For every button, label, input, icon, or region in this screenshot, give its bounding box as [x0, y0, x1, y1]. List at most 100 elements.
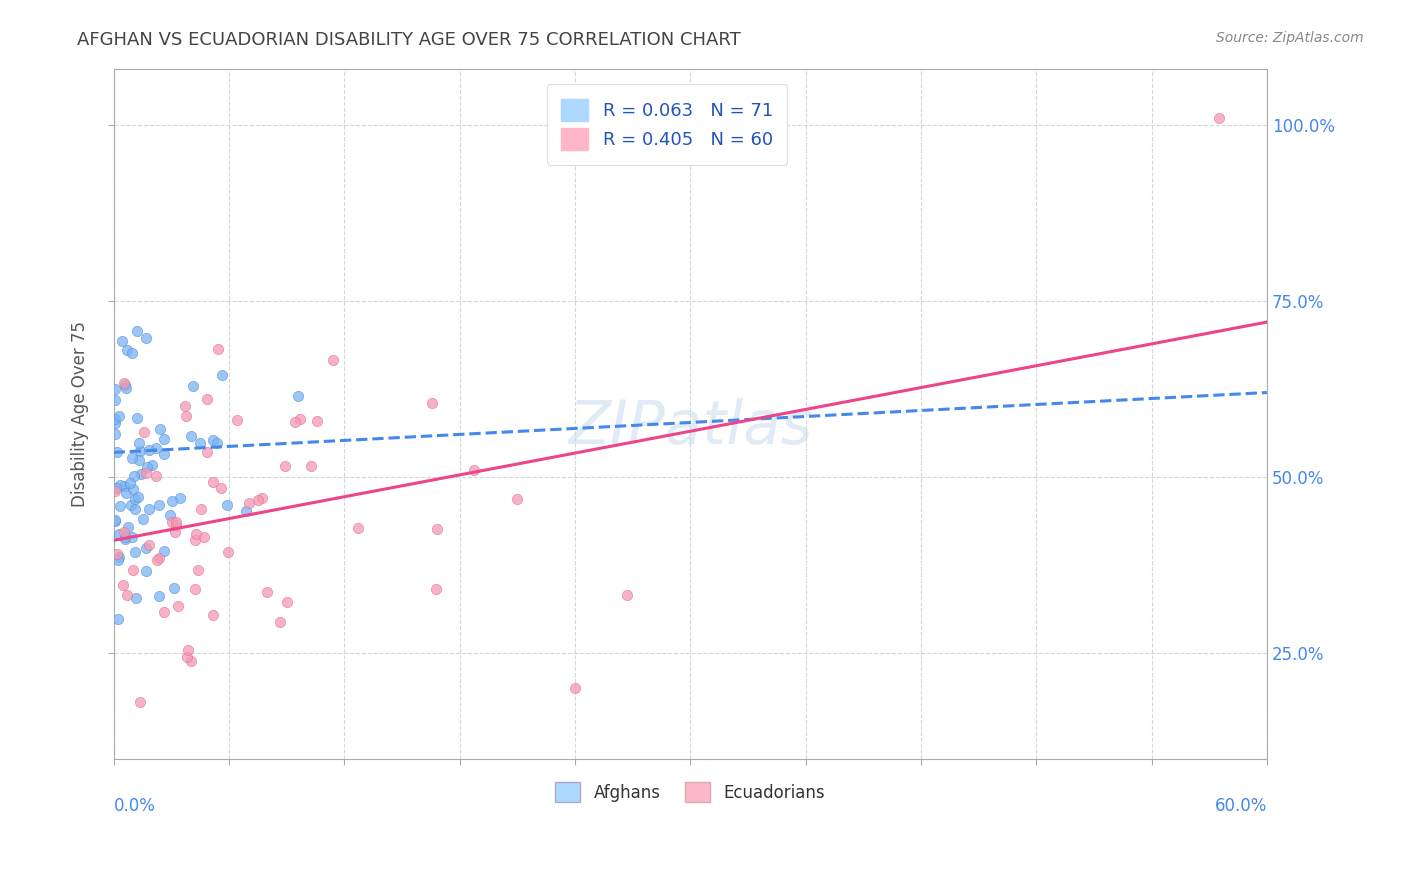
Point: [124, 468, 146, 483]
Point: [138, 502, 160, 516]
Point: [180, 428, 202, 442]
Point: [104, 416, 127, 430]
Point: [148, 499, 170, 513]
Point: [252, 491, 274, 505]
Point: [114, 377, 136, 392]
Y-axis label: Disability Age Over 75: Disability Age Over 75: [72, 320, 89, 507]
Point: [276, 595, 298, 609]
Point: [187, 563, 209, 577]
Point: [202, 607, 225, 622]
Point: [128, 436, 150, 450]
Point: [1208, 111, 1230, 125]
Point: [176, 649, 198, 664]
Point: [420, 396, 443, 410]
Point: [425, 582, 447, 596]
Legend: Afghans, Ecuadorians: Afghans, Ecuadorians: [548, 775, 832, 809]
Point: [125, 324, 148, 338]
Point: [124, 545, 146, 559]
Point: [115, 588, 138, 602]
Point: [121, 345, 143, 359]
Point: [163, 581, 186, 595]
Point: [127, 491, 149, 505]
Point: [132, 512, 155, 526]
Point: [121, 530, 143, 544]
Point: [186, 527, 208, 541]
Point: [290, 412, 312, 426]
Point: [217, 499, 239, 513]
Point: [104, 392, 127, 407]
Point: [149, 422, 172, 436]
Point: [104, 514, 127, 528]
Point: [426, 522, 449, 536]
Point: [202, 434, 225, 448]
Point: [190, 502, 212, 516]
Point: [104, 382, 127, 396]
Point: [165, 518, 187, 533]
Point: [564, 681, 586, 696]
Point: [195, 392, 218, 407]
Point: [121, 482, 143, 496]
Point: [226, 413, 249, 427]
Point: [117, 520, 139, 534]
Point: [141, 458, 163, 473]
Point: [284, 415, 307, 429]
Point: [463, 463, 485, 477]
Point: [107, 612, 129, 626]
Point: [616, 588, 638, 602]
Point: [129, 695, 152, 709]
Point: [117, 343, 139, 357]
Point: [153, 605, 176, 619]
Point: [207, 436, 229, 450]
Point: [183, 582, 205, 597]
Point: [104, 513, 127, 527]
Point: [115, 381, 138, 395]
Point: [169, 491, 191, 506]
Point: [163, 525, 186, 540]
Point: [118, 476, 141, 491]
Point: [124, 502, 146, 516]
Point: [125, 410, 148, 425]
Point: [104, 412, 127, 426]
Point: [160, 516, 183, 530]
Point: [135, 331, 157, 345]
Point: [146, 553, 169, 567]
Point: [273, 458, 295, 473]
Point: [183, 378, 205, 392]
Point: [105, 444, 128, 458]
Point: [124, 591, 146, 606]
Point: [506, 492, 529, 507]
Point: [129, 443, 152, 458]
Point: [299, 458, 322, 473]
Point: [121, 564, 143, 578]
Point: [307, 414, 329, 428]
Point: [104, 481, 127, 495]
Point: [120, 499, 142, 513]
Point: [135, 564, 157, 578]
Point: [107, 553, 129, 567]
Point: [105, 548, 128, 562]
Point: [174, 399, 197, 413]
Point: [134, 425, 156, 440]
Point: [211, 368, 233, 383]
Point: [207, 342, 229, 356]
Point: [256, 585, 278, 599]
Point: [138, 538, 160, 552]
Point: [145, 441, 167, 455]
Point: [217, 545, 239, 559]
Point: [145, 468, 167, 483]
Point: [114, 532, 136, 546]
Point: [121, 450, 143, 465]
Point: [104, 483, 127, 498]
Point: [209, 481, 232, 495]
Point: [148, 550, 170, 565]
Point: [114, 530, 136, 544]
Point: [135, 541, 157, 555]
Point: [347, 520, 370, 534]
Point: [111, 578, 134, 592]
Point: [167, 599, 190, 614]
Point: [112, 376, 135, 390]
Point: [112, 479, 135, 493]
Point: [135, 466, 157, 480]
Point: [190, 435, 212, 450]
Text: ZIPatlas: ZIPatlas: [568, 398, 813, 457]
